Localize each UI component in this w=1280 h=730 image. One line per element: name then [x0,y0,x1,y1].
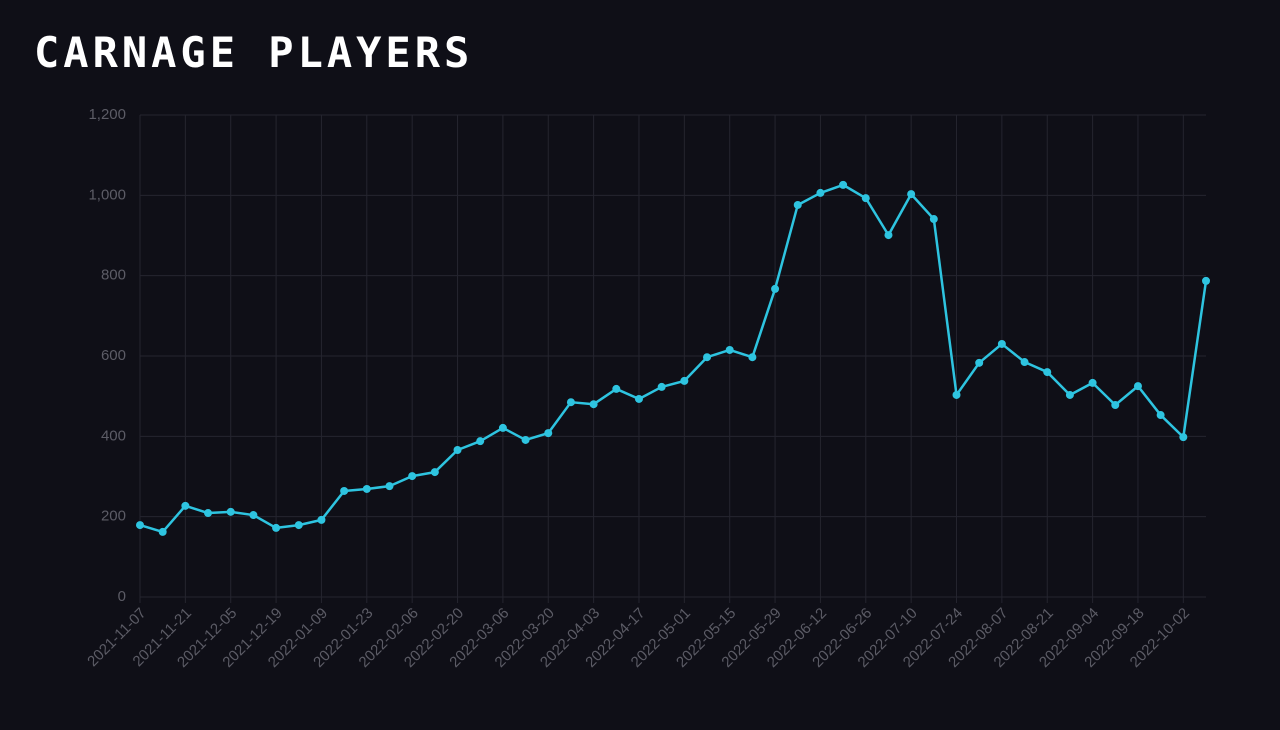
y-tick-label: 200 [101,508,126,525]
data-point [430,468,439,477]
data-point [1020,358,1029,367]
data-point [952,390,961,399]
data-point [997,339,1006,348]
y-tick-label: 1,200 [88,106,126,123]
y-tick-label: 0 [118,588,126,605]
y-tick-label: 400 [101,427,126,444]
y-tick-label: 800 [101,267,126,284]
y-tick-label: 1,000 [88,186,126,203]
data-point [929,215,938,224]
data-point [793,200,802,209]
data-point [249,511,258,520]
data-point [181,501,190,510]
data-point [317,515,326,524]
data-point [657,382,666,391]
data-point [589,400,598,409]
data-point [226,507,235,516]
data-point [340,486,349,495]
data-point [158,527,167,536]
data-point [204,509,213,518]
y-tick-label: 600 [101,347,126,364]
data-point [839,180,848,189]
data-point [1202,276,1210,285]
data-point [612,384,621,393]
data-point [408,472,417,481]
data-point [476,437,485,446]
data-point [748,353,757,362]
data-point [521,435,530,444]
data-point [136,521,144,530]
data-point [385,482,394,491]
data-point [975,358,984,367]
data-point [544,429,553,438]
data-point [1088,378,1097,387]
data-point [1111,401,1120,410]
data-point [634,394,643,403]
data-point [498,423,507,432]
data-point [362,484,371,493]
data-point [884,231,893,240]
data-point [861,194,870,203]
data-point [816,188,825,197]
data-point [771,284,780,293]
data-point [725,345,734,354]
data-point [1043,368,1052,377]
data-point [272,523,281,532]
data-point [294,521,303,530]
data-point [907,190,916,199]
data-point [1133,382,1142,391]
chart-title: CARNAGE PLAYERS [34,28,473,77]
data-point [1179,433,1188,442]
data-point [703,353,712,362]
data-point [453,445,462,454]
data-point [1065,390,1074,399]
data-point [566,398,575,407]
data-point [680,376,689,385]
data-point [1156,411,1165,420]
